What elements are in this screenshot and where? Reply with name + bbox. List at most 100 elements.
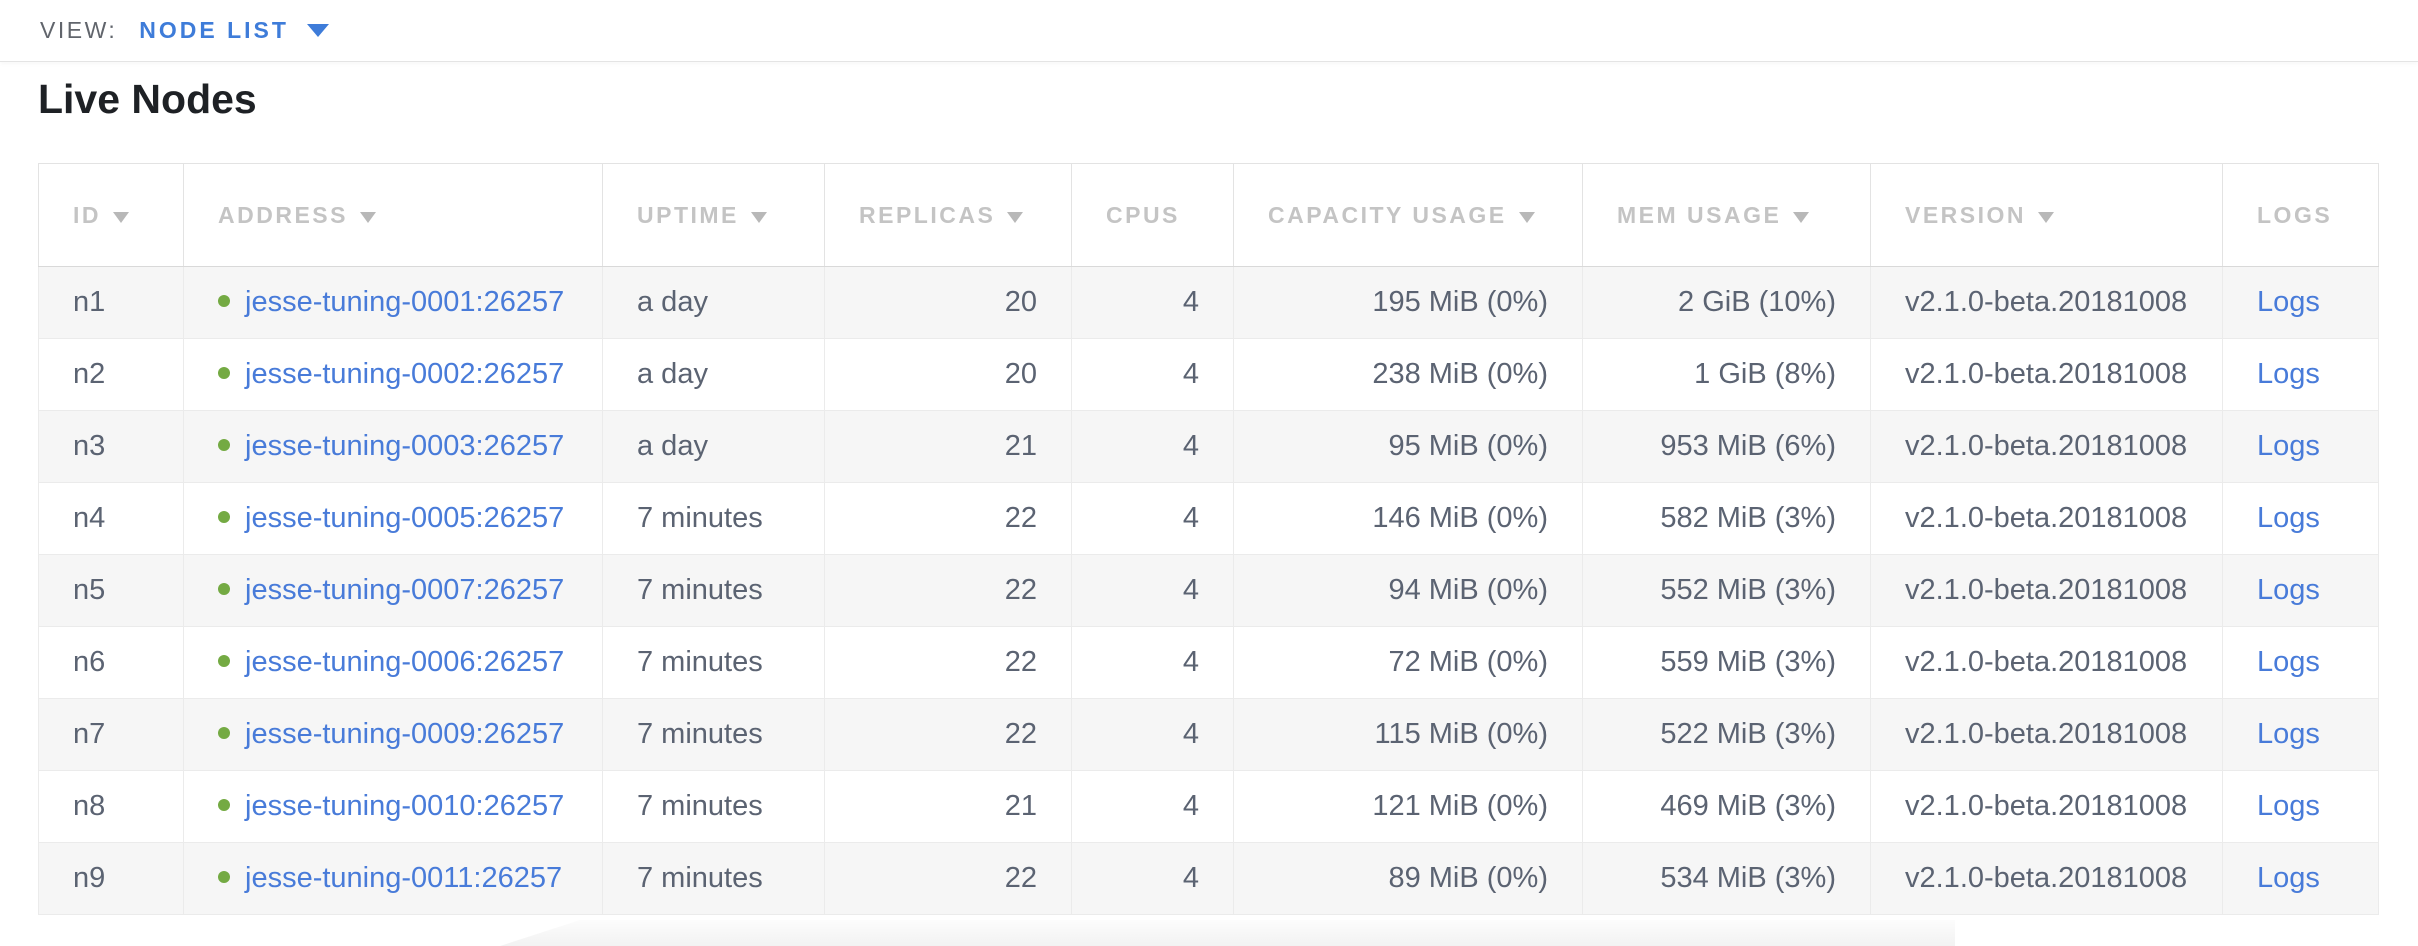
node-logs-link[interactable]: Logs [2257,862,2320,894]
node-address-cell: jesse-tuning-0002:26257 [183,338,603,411]
node-logs-cell: Logs [2222,338,2379,411]
node-row-n5: n5 jesse-tuning-0007:26257 7 minutes 22 4 94 … [38,554,2379,627]
node-logs-cell: Logs [2222,770,2379,843]
node-row-n1: n1 jesse-tuning-0001:26257 a day 20 4 195 MiB… [38,266,2379,339]
node-logs-cell: Logs [2222,626,2379,699]
node-uptime-cell: 7 minutes [602,770,825,843]
node-uptime-cell: 7 minutes [602,626,825,699]
bottom-shadow [500,920,1955,946]
node-address-link[interactable]: jesse-tuning-0001:26257 [245,286,565,318]
view-selected-label: NODE LIST [139,17,289,43]
node-uptime-cell: a day [602,266,825,339]
node-id-cell: n3 [38,410,184,483]
node-id-cell: n9 [38,842,184,915]
node-logs-link[interactable]: Logs [2257,790,2320,822]
node-uptime-cell: a day [602,410,825,483]
node-address-link[interactable]: jesse-tuning-0011:26257 [245,862,563,894]
node-uptime-cell: 7 minutes [602,554,825,627]
node-health-dot-icon [218,439,230,452]
node-health-dot-icon [218,799,230,812]
node-version-cell: v2.1.0-beta.20181008 [1870,410,2223,483]
node-row-n8: n8 jesse-tuning-0010:26257 7 minutes 21 4 121… [38,770,2379,843]
node-address-link[interactable]: jesse-tuning-0010:26257 [245,790,565,822]
node-version-cell: v2.1.0-beta.20181008 [1870,266,2223,339]
node-address-cell: jesse-tuning-0010:26257 [183,770,603,843]
view-bar: VIEW: NODE LIST [0,0,2418,62]
node-logs-link[interactable]: Logs [2257,502,2320,534]
node-capacity-cell: 94 MiB (0%) [1233,554,1583,627]
node-logs-link[interactable]: Logs [2257,646,2320,678]
node-row-n7: n7 jesse-tuning-0009:26257 7 minutes 22 4 115… [38,698,2379,771]
live-nodes-table-container: ID ADDRESS UPTIME REPLICAS CPUS CAPACITY USAG… [38,163,2379,915]
sort-desc-icon [2038,211,2055,223]
node-health-dot-icon [218,727,230,740]
node-cpus-cell: 4 [1071,410,1234,483]
node-version-cell: v2.1.0-beta.20181008 [1870,626,2223,699]
node-cpus-cell: 4 [1071,338,1234,411]
column-header-id[interactable]: ID [38,163,184,267]
node-version-cell: v2.1.0-beta.20181008 [1870,482,2223,555]
node-health-dot-icon [218,367,230,380]
node-address-link[interactable]: jesse-tuning-0009:26257 [245,718,565,750]
node-capacity-cell: 195 MiB (0%) [1233,266,1583,339]
column-header-mem[interactable]: MEM USAGE [1582,163,1871,267]
node-address-link[interactable]: jesse-tuning-0007:26257 [245,574,565,606]
view-label: VIEW: [40,17,118,43]
node-replicas-cell: 22 [824,698,1072,771]
node-health-dot-icon [218,871,230,884]
column-header-uptime[interactable]: UPTIME [602,163,825,267]
node-address-cell: jesse-tuning-0003:26257 [183,410,603,483]
node-logs-link[interactable]: Logs [2257,358,2320,390]
node-logs-cell: Logs [2222,410,2379,483]
column-header-cpus: CPUS [1071,163,1234,267]
node-address-link[interactable]: jesse-tuning-0002:26257 [245,358,565,390]
node-replicas-cell: 22 [824,482,1072,555]
node-id-cell: n4 [38,482,184,555]
nodes-table-body: n1 jesse-tuning-0001:26257 a day 20 4 195 MiB… [38,266,2379,915]
column-header-address[interactable]: ADDRESS [183,163,603,267]
column-label: ID [73,201,101,228]
node-row-n2: n2 jesse-tuning-0002:26257 a day 20 4 238 MiB… [38,338,2379,411]
node-address-link[interactable]: jesse-tuning-0006:26257 [245,646,565,678]
node-capacity-cell: 95 MiB (0%) [1233,410,1583,483]
sort-desc-icon [359,211,376,223]
sort-desc-icon [1793,211,1810,223]
node-capacity-cell: 115 MiB (0%) [1233,698,1583,771]
node-replicas-cell: 21 [824,410,1072,483]
node-cpus-cell: 4 [1071,842,1234,915]
column-header-replicas[interactable]: REPLICAS [824,163,1072,267]
node-logs-link[interactable]: Logs [2257,286,2320,318]
node-cpus-cell: 4 [1071,770,1234,843]
node-capacity-cell: 89 MiB (0%) [1233,842,1583,915]
node-address-cell: jesse-tuning-0011:26257 [183,842,603,915]
node-address-link[interactable]: jesse-tuning-0005:26257 [245,502,565,534]
node-logs-link[interactable]: Logs [2257,430,2320,462]
node-address-link[interactable]: jesse-tuning-0003:26257 [245,430,565,462]
column-label: VERSION [1905,201,2027,228]
node-mem-cell: 522 MiB (3%) [1582,698,1871,771]
node-logs-cell: Logs [2222,482,2379,555]
node-uptime-cell: 7 minutes [602,842,825,915]
node-cpus-cell: 4 [1071,698,1234,771]
node-logs-cell: Logs [2222,554,2379,627]
node-row-n9: n9 jesse-tuning-0011:26257 7 minutes 22 4 89 … [38,842,2379,915]
node-replicas-cell: 20 [824,338,1072,411]
column-label: CAPACITY USAGE [1268,201,1507,228]
view-selector-dropdown[interactable]: NODE LIST [139,17,329,44]
node-row-n4: n4 jesse-tuning-0005:26257 7 minutes 22 4 146… [38,482,2379,555]
node-logs-link[interactable]: Logs [2257,718,2320,750]
node-health-dot-icon [218,295,230,308]
column-header-version[interactable]: VERSION [1870,163,2223,267]
chevron-down-icon [306,24,329,37]
column-header-logs: LOGS [2222,163,2379,267]
column-header-capacity[interactable]: CAPACITY USAGE [1233,163,1583,267]
node-logs-link[interactable]: Logs [2257,574,2320,606]
nodes-header-row: ID ADDRESS UPTIME REPLICAS CPUS CAPACITY USAG… [38,163,2379,267]
node-address-cell: jesse-tuning-0006:26257 [183,626,603,699]
column-label: ADDRESS [218,201,348,228]
node-logs-cell: Logs [2222,698,2379,771]
node-replicas-cell: 22 [824,626,1072,699]
node-cpus-cell: 4 [1071,266,1234,339]
node-health-dot-icon [218,655,230,668]
node-capacity-cell: 146 MiB (0%) [1233,482,1583,555]
